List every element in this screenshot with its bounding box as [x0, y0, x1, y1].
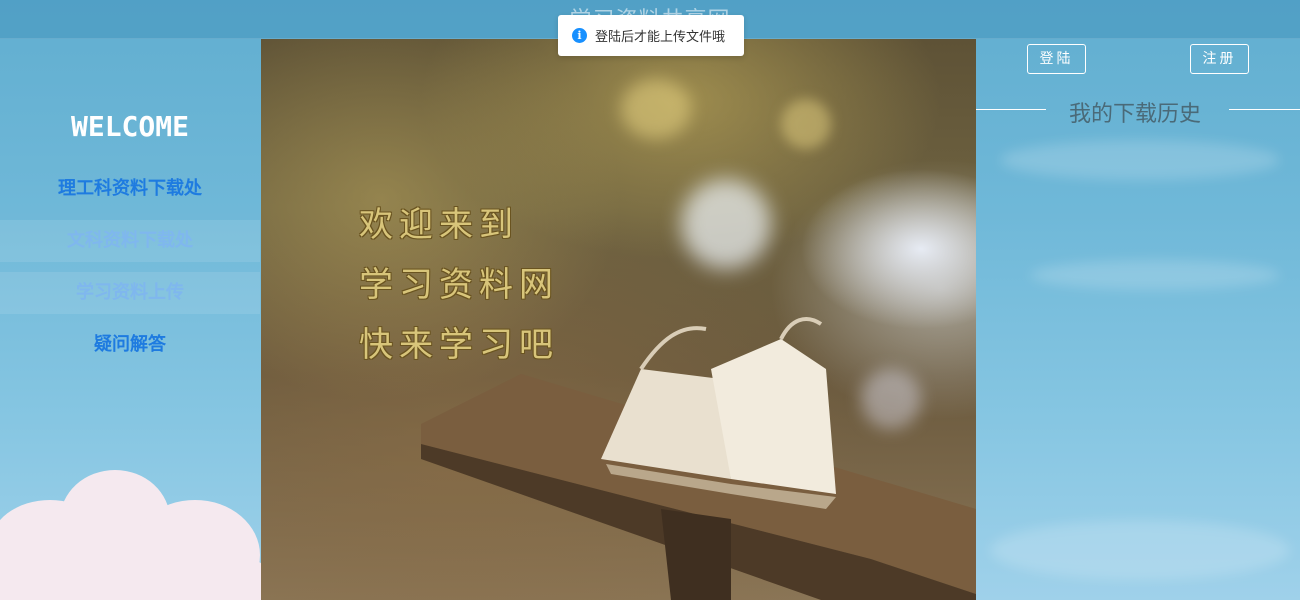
- sidebar: WELCOME 理工科资料下载处 文科资料下载处 学习资料上传 疑问解答: [0, 38, 260, 600]
- download-history-title: 我的下载历史: [1069, 102, 1202, 127]
- toast-message: 登陆后才能上传文件哦: [595, 30, 726, 45]
- sidebar-item-qa[interactable]: 疑问解答: [94, 334, 166, 355]
- cloud-streak: [1030, 260, 1280, 290]
- hero-banner: 欢迎来到 学习资料网 快来学习吧: [261, 39, 976, 600]
- cloud-streak: [990, 520, 1290, 580]
- hero-line-1: 欢迎来到: [359, 205, 519, 245]
- cloud-streak: [1000, 140, 1280, 180]
- welcome-heading: WELCOME: [70, 110, 189, 143]
- hero-line-2: 学习资料网: [359, 265, 559, 305]
- toast-notification: i 登陆后才能上传文件哦: [558, 15, 744, 56]
- clouds-decoration: [0, 470, 280, 600]
- info-icon: i: [572, 28, 587, 43]
- register-button[interactable]: 注册: [1190, 44, 1249, 74]
- sidebar-item-arts-downloads[interactable]: 文科资料下载处: [0, 220, 260, 262]
- book-illustration: [421, 317, 976, 600]
- download-history-header: 我的下载历史: [976, 96, 1300, 127]
- divider-line: [976, 109, 1046, 110]
- hero-line-3: 快来学习吧: [359, 325, 559, 365]
- sidebar-item-upload[interactable]: 学习资料上传: [0, 272, 260, 314]
- sidebar-item-science-downloads[interactable]: 理工科资料下载处: [58, 178, 202, 199]
- login-button[interactable]: 登陆: [1027, 44, 1086, 74]
- divider-line: [1229, 109, 1300, 110]
